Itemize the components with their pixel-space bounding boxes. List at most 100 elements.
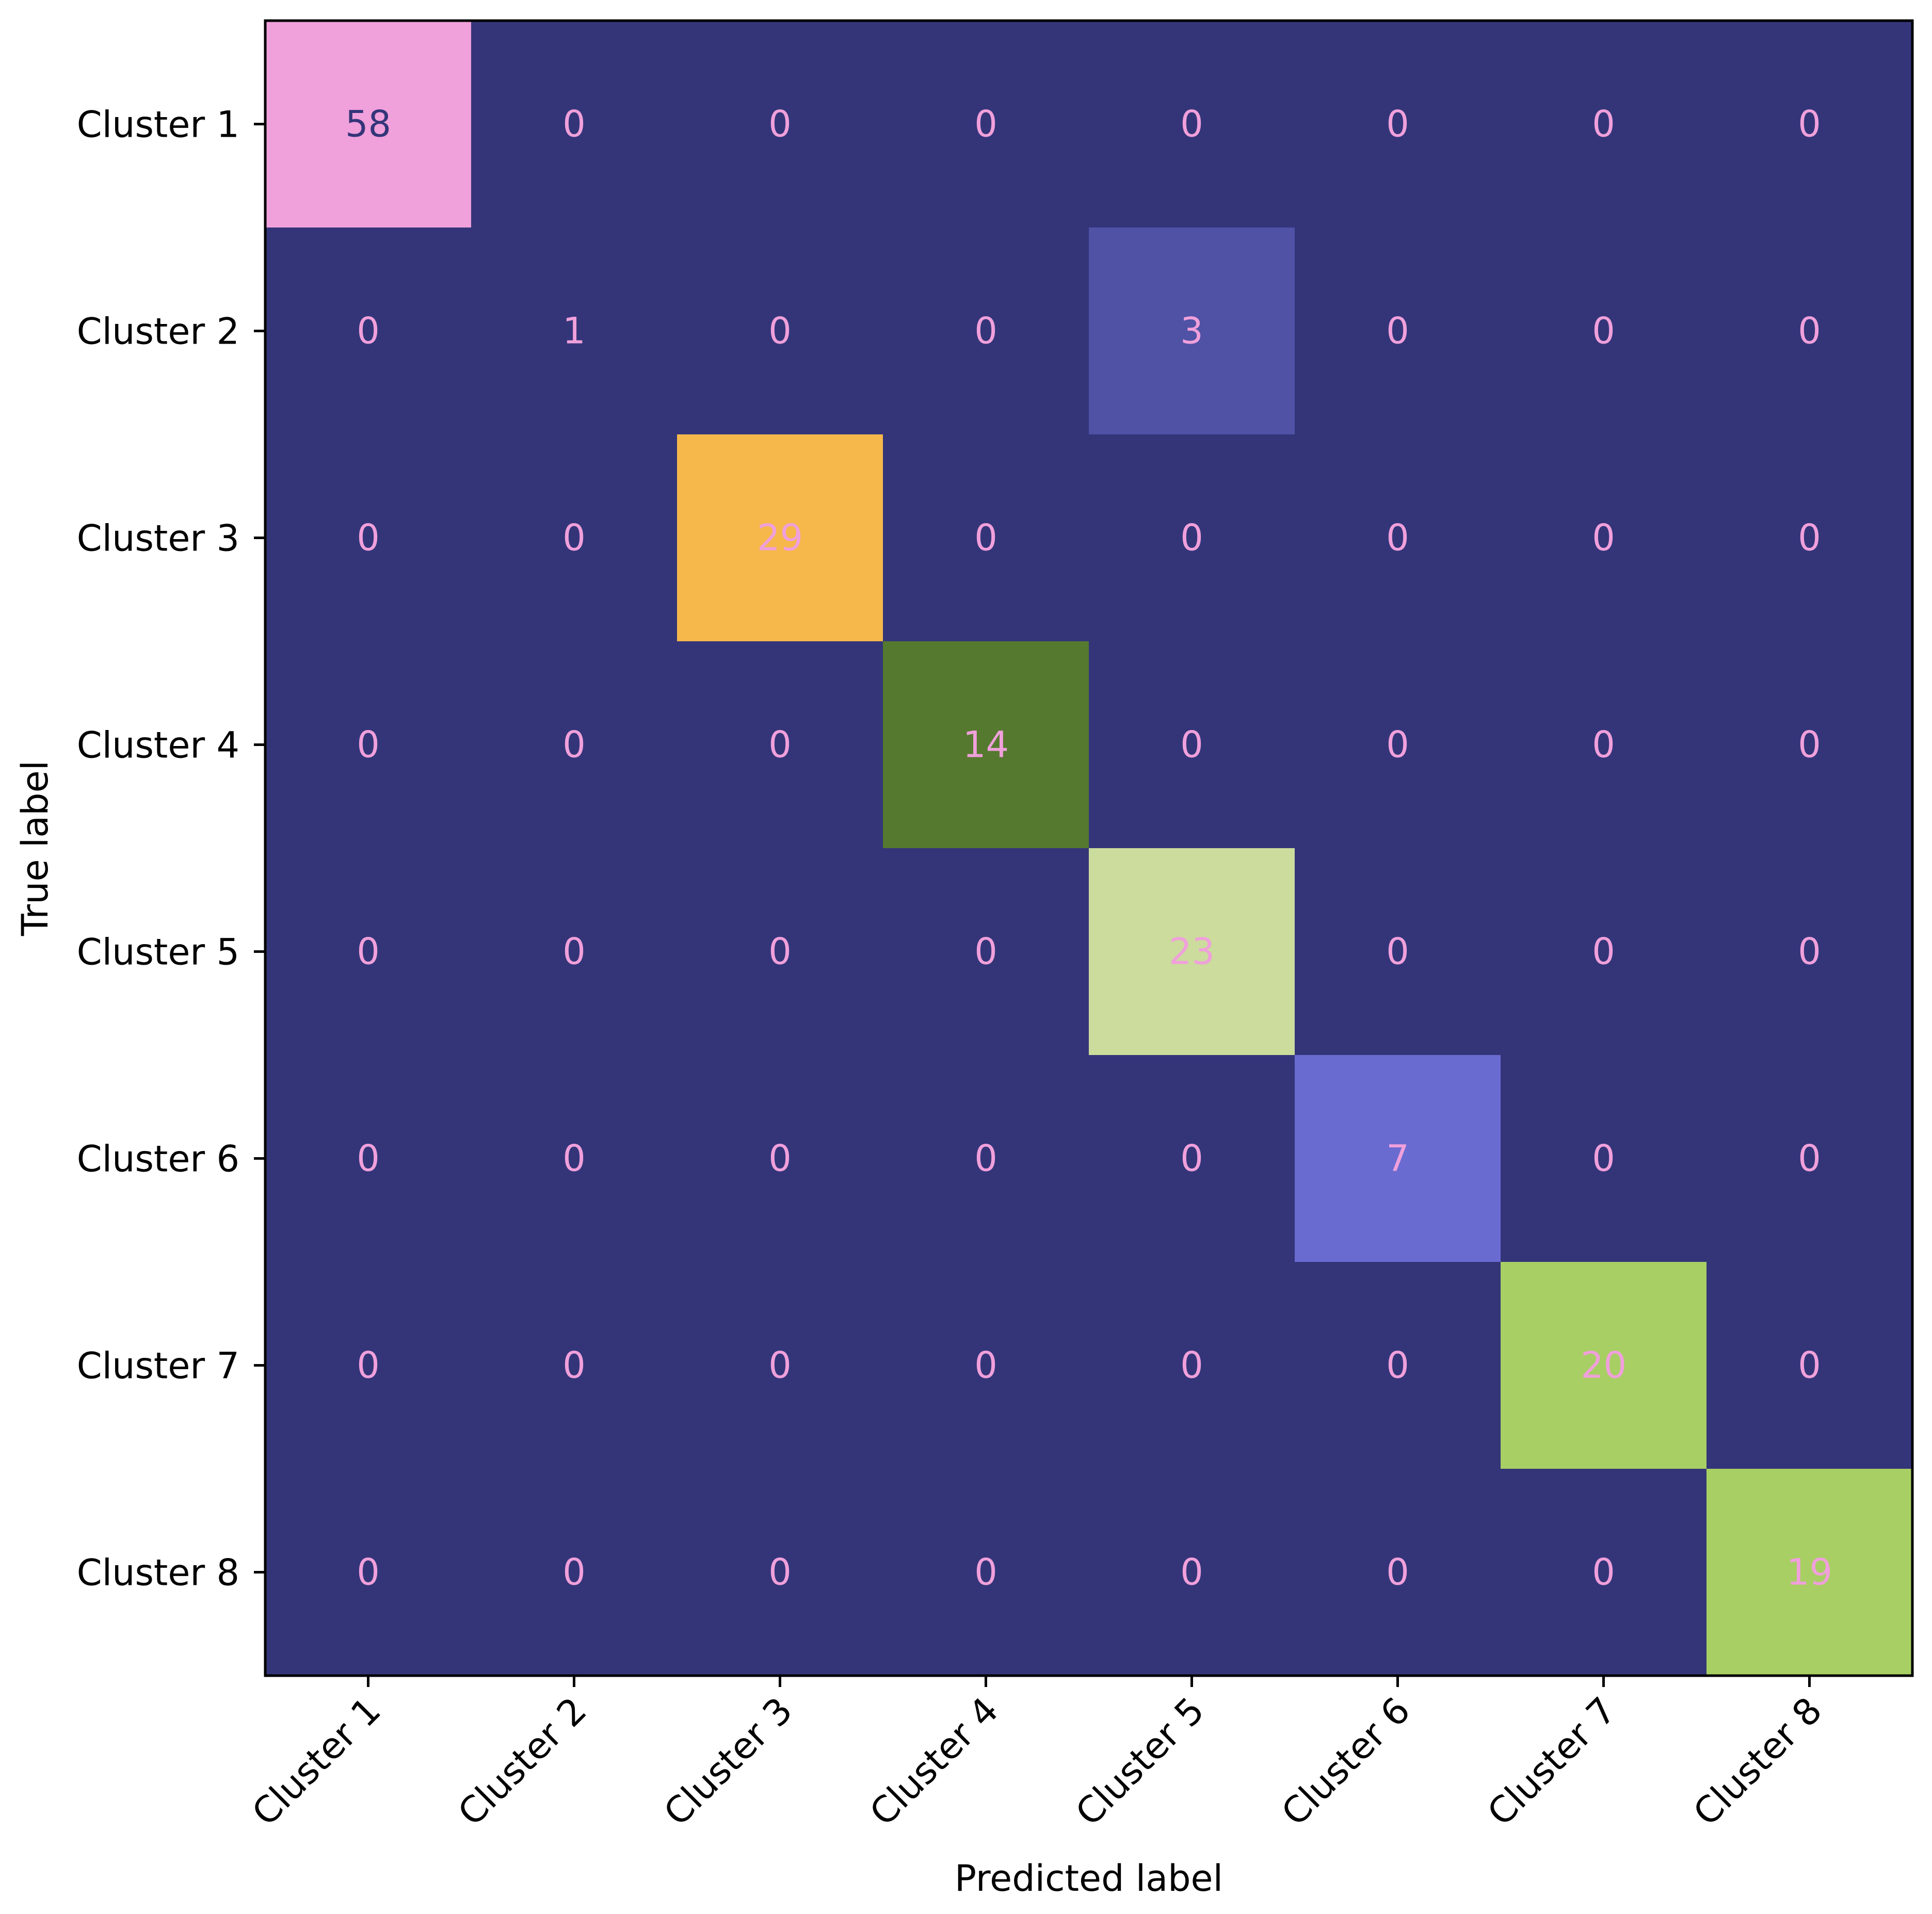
cell-value-r1-c7: 0 xyxy=(1592,103,1615,145)
cell-value-r1-c4: 0 xyxy=(974,103,997,145)
heatmap-cell-r5-c5 xyxy=(1089,848,1295,1056)
cell-value-r6-c6: 7 xyxy=(1386,1138,1409,1180)
cell-value-r8-c1: 0 xyxy=(357,1551,380,1594)
heatmap-cell-r8-c8 xyxy=(1706,1469,1913,1676)
heatmap-cell-r2-c8 xyxy=(1706,228,1913,435)
heatmap-cell-r1-c3 xyxy=(677,21,883,228)
heatmap-cell-r3-c1 xyxy=(265,434,472,642)
heatmap-cell-r5-c4 xyxy=(883,848,1089,1056)
cell-value-r4-c3: 0 xyxy=(768,724,792,766)
cell-value-r6-c7: 0 xyxy=(1592,1138,1615,1180)
heatmap-cell-r3-c3 xyxy=(677,434,883,642)
y-tick-label: Cluster 1 xyxy=(77,104,239,146)
heatmap-cell-r2-c6 xyxy=(1295,228,1501,435)
cell-value-r5-c7: 0 xyxy=(1592,931,1615,973)
heatmap-cell-r4-c3 xyxy=(677,641,883,849)
y-tick-label: Cluster 6 xyxy=(77,1138,239,1180)
cell-value-r7-c1: 0 xyxy=(357,1344,380,1387)
cell-value-r4-c5: 0 xyxy=(1180,724,1203,766)
heatmap-cell-r1-c5 xyxy=(1089,21,1295,228)
cell-value-r3-c7: 0 xyxy=(1592,517,1615,559)
cell-value-r7-c6: 0 xyxy=(1386,1344,1409,1387)
cell-value-r2-c8: 0 xyxy=(1798,310,1821,352)
cell-value-r5-c4: 0 xyxy=(974,931,997,973)
heatmap-cell-r1-c1 xyxy=(265,21,472,228)
cell-value-r3-c8: 0 xyxy=(1798,517,1821,559)
cell-value-r1-c6: 0 xyxy=(1386,103,1409,145)
x-axis-label: Predicted label xyxy=(955,1857,1223,1900)
cell-value-r4-c8: 0 xyxy=(1798,724,1821,766)
cell-value-r4-c4: 14 xyxy=(963,724,1009,766)
heatmap-cell-r6-c2 xyxy=(471,1055,678,1262)
heatmap-cell-r3-c8 xyxy=(1706,434,1913,642)
heatmap-cell-r3-c6 xyxy=(1295,434,1501,642)
cell-value-r5-c6: 0 xyxy=(1386,931,1409,973)
y-tick-label: Cluster 2 xyxy=(77,311,239,353)
cell-value-r2-c4: 0 xyxy=(974,310,997,352)
cell-value-r5-c2: 0 xyxy=(562,931,586,973)
cell-value-r5-c1: 0 xyxy=(357,931,380,973)
heatmap-cell-r7-c3 xyxy=(677,1262,883,1469)
cell-value-r6-c4: 0 xyxy=(974,1138,997,1180)
cell-value-r8-c3: 0 xyxy=(768,1551,792,1594)
heatmap-cell-r5-c6 xyxy=(1295,848,1501,1056)
heatmap-cell-r7-c4 xyxy=(883,1262,1089,1469)
cell-value-r3-c4: 0 xyxy=(974,517,997,559)
heatmap-cell-r3-c7 xyxy=(1501,434,1707,642)
y-axis-label: True label xyxy=(14,760,56,936)
heatmap-cell-r2-c7 xyxy=(1501,228,1707,435)
cell-value-r3-c3: 29 xyxy=(757,517,803,559)
cell-value-r8-c6: 0 xyxy=(1386,1551,1409,1594)
cell-value-r2-c5: 3 xyxy=(1180,310,1203,352)
heatmap-cell-r7-c8 xyxy=(1706,1262,1913,1469)
heatmap-cell-r1-c8 xyxy=(1706,21,1913,228)
cell-value-r3-c6: 0 xyxy=(1386,517,1409,559)
y-tick-label: Cluster 4 xyxy=(77,724,239,767)
heatmap-cell-r5-c8 xyxy=(1706,848,1913,1056)
cell-value-r1-c8: 0 xyxy=(1798,103,1821,145)
heatmap-cell-r5-c1 xyxy=(265,848,472,1056)
heatmap-cell-r3-c5 xyxy=(1089,434,1295,642)
heatmap-cell-r4-c8 xyxy=(1706,641,1913,849)
heatmap-cell-r6-c4 xyxy=(883,1055,1089,1262)
cell-value-r8-c7: 0 xyxy=(1592,1551,1615,1594)
cell-value-r6-c3: 0 xyxy=(768,1138,792,1180)
heatmap-cell-r8-c3 xyxy=(677,1469,883,1676)
heatmap-cell-r3-c2 xyxy=(471,434,678,642)
heatmap-cell-r8-c7 xyxy=(1501,1469,1707,1676)
heatmap-cell-r4-c7 xyxy=(1501,641,1707,849)
heatmap-cell-r8-c6 xyxy=(1295,1469,1501,1676)
cell-value-r3-c2: 0 xyxy=(562,517,586,559)
cell-value-r6-c2: 0 xyxy=(562,1138,586,1180)
heatmap-cells xyxy=(265,21,1913,1676)
cell-value-r8-c2: 0 xyxy=(562,1551,586,1594)
cell-value-r1-c2: 0 xyxy=(562,103,586,145)
heatmap-cell-r3-c4 xyxy=(883,434,1089,642)
cell-value-r8-c5: 0 xyxy=(1180,1551,1203,1594)
heatmap-cell-r8-c2 xyxy=(471,1469,678,1676)
cell-value-r2-c6: 0 xyxy=(1386,310,1409,352)
cell-value-r4-c1: 0 xyxy=(357,724,380,766)
heatmap-cell-r4-c6 xyxy=(1295,641,1501,849)
heatmap-cell-r7-c5 xyxy=(1089,1262,1295,1469)
y-tick-label: Cluster 5 xyxy=(77,931,239,974)
heatmap-cell-r1-c4 xyxy=(883,21,1089,228)
cell-value-r2-c3: 0 xyxy=(768,310,792,352)
heatmap-cell-r7-c1 xyxy=(265,1262,472,1469)
cell-value-r4-c6: 0 xyxy=(1386,724,1409,766)
cell-value-r6-c1: 0 xyxy=(357,1138,380,1180)
cell-value-r4-c7: 0 xyxy=(1592,724,1615,766)
cell-value-r7-c7: 20 xyxy=(1581,1344,1627,1387)
heatmap-cell-r4-c1 xyxy=(265,641,472,849)
heatmap-cell-r1-c6 xyxy=(1295,21,1501,228)
cell-value-r5-c3: 0 xyxy=(768,931,792,973)
heatmap-cell-r6-c6 xyxy=(1295,1055,1501,1262)
heatmap-cell-r7-c7 xyxy=(1501,1262,1707,1469)
y-tick-label: Cluster 8 xyxy=(77,1552,239,1594)
heatmap-cell-r5-c7 xyxy=(1501,848,1707,1056)
cell-value-r7-c4: 0 xyxy=(974,1344,997,1387)
cell-value-r1-c1: 58 xyxy=(345,103,391,145)
cell-value-r1-c5: 0 xyxy=(1180,103,1203,145)
heatmap-cell-r6-c7 xyxy=(1501,1055,1707,1262)
